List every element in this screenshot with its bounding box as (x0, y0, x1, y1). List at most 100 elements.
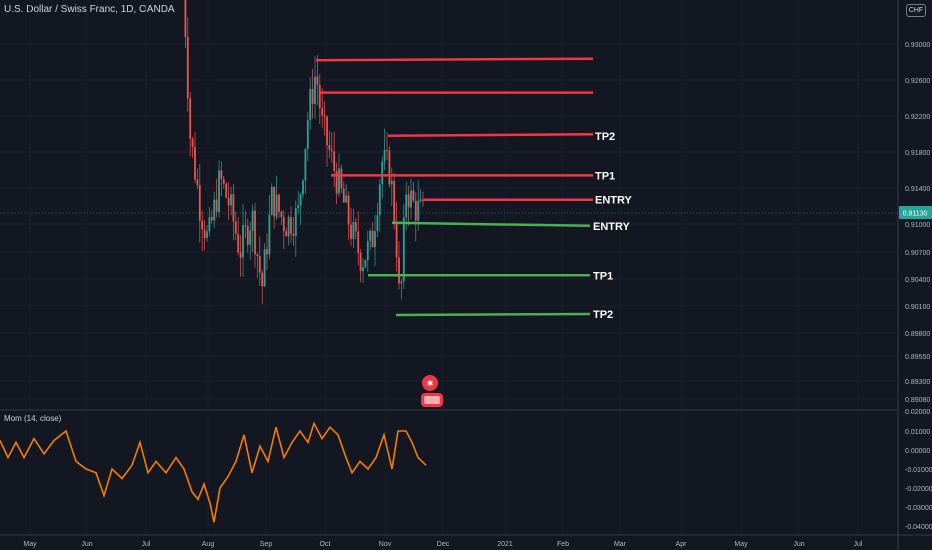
momentum-layer (0, 421, 427, 523)
candle-body (191, 138, 194, 148)
price-tick-label: 0.92600 (905, 78, 930, 85)
momentum-tick-label: 0.02000 (905, 409, 930, 416)
candle-body (347, 195, 350, 225)
candle-body (275, 194, 278, 217)
candle-body (246, 225, 249, 245)
momentum-indicator-label[interactable]: Mom (14, close) (4, 414, 62, 423)
price-tick-label: 0.89800 (905, 331, 930, 338)
sell-level-label: TP1 (595, 170, 615, 182)
price-axis[interactable]: 0.93000 0.92600 0.92200 0.91800 0.91400 0.910… (905, 42, 930, 404)
candle-body (321, 108, 324, 116)
sell-level-label: ENTRY (595, 195, 633, 207)
candle-body (350, 224, 352, 240)
momentum-tick-label: -0.04000 (905, 524, 932, 531)
candle-body (270, 186, 273, 215)
currency-button[interactable]: CHF (906, 4, 926, 17)
candle-body (374, 231, 376, 248)
candle-body (203, 229, 206, 238)
time-tick-label: Nov (379, 541, 392, 548)
candle-body (318, 85, 321, 109)
candle-body (297, 205, 300, 208)
time-tick-label: Jun (793, 541, 804, 548)
current-price-label: 0.91130 (903, 211, 928, 218)
candle-body (201, 220, 204, 230)
candle-body (208, 217, 211, 232)
candle-body (239, 252, 242, 258)
candle-body (359, 252, 362, 272)
momentum-line[interactable] (0, 421, 427, 523)
candle-body (410, 190, 412, 208)
sell-level-line[interactable] (315, 57, 594, 62)
sell-level-line[interactable] (387, 133, 594, 138)
candle-body (333, 151, 336, 171)
candle-body (261, 272, 264, 287)
price-tick-label: 0.91000 (905, 222, 930, 229)
candles-layer (184, 0, 424, 305)
candle-body (196, 179, 199, 186)
time-tick-label: Jun (81, 541, 92, 548)
event-markers[interactable]: ✱ (421, 375, 443, 407)
candle-body (316, 76, 319, 86)
candle-body (285, 231, 288, 237)
time-tick-label: May (734, 541, 748, 548)
symbol-title[interactable]: U.S. Dollar / Swiss Franc, 1D, OANDA (4, 4, 175, 15)
candle-body (251, 210, 254, 231)
buy-level-line[interactable] (395, 312, 591, 317)
price-tick-label: 0.89300 (905, 379, 930, 386)
candle-body (218, 170, 220, 212)
candle-body (198, 185, 201, 221)
candle-body (412, 190, 415, 201)
candle-body (414, 200, 417, 221)
candle-body (376, 215, 379, 232)
candle-body (309, 89, 312, 121)
candle-body (340, 168, 343, 189)
candle-body (263, 249, 266, 287)
candle-body (362, 267, 364, 272)
time-tick-label: Apr (676, 541, 688, 548)
candle-body (222, 179, 225, 184)
candle-body (280, 211, 283, 217)
candle-body (422, 199, 424, 201)
candle-body (189, 98, 192, 139)
time-axis[interactable]: May Jun Jul Aug Sep Oct Nov Dec 2021 Feb Mar Apr May… (23, 541, 863, 548)
candle-body (338, 168, 340, 194)
candle-body (306, 120, 309, 149)
candle-body (184, 0, 187, 37)
buy-level-label: ENTRY (593, 221, 631, 233)
buy-level-label: TP1 (593, 270, 613, 282)
buy-level-line[interactable] (391, 221, 591, 228)
candle-body (417, 200, 420, 221)
candle-body (364, 259, 367, 268)
candle-body (244, 225, 247, 227)
candle-body (266, 249, 268, 255)
candle-body (393, 180, 396, 223)
candle-body (290, 217, 292, 234)
candle-body (249, 230, 252, 245)
candle-body (381, 161, 384, 185)
candle-body (292, 233, 295, 236)
time-tick-label: Oct (320, 541, 331, 548)
momentum-axis[interactable]: 0.02000 0.01000 0.00000 -0.01000 -0.02000 -0.… (905, 409, 932, 531)
candle-body (369, 230, 372, 241)
candle-body (230, 194, 232, 206)
candle-body (194, 147, 196, 180)
momentum-tick-label: -0.01000 (905, 467, 932, 474)
candle-body (268, 214, 271, 255)
price-tick-label: 0.90100 (905, 304, 930, 311)
candle-body (371, 230, 374, 248)
momentum-tick-label: -0.03000 (905, 505, 932, 512)
candle-body (311, 89, 314, 104)
candle-body (225, 183, 228, 198)
time-tick-label: Feb (557, 541, 569, 548)
candle-body (299, 194, 302, 206)
price-tick-label: 0.91400 (905, 186, 930, 193)
sell-level-label: TP2 (595, 131, 615, 143)
current-price-badge: 0.91130 (899, 206, 932, 219)
svg-text:✱: ✱ (427, 379, 434, 388)
price-tick-label: 0.92200 (905, 114, 930, 121)
price-tick-label: 0.90700 (905, 250, 930, 257)
time-tick-label: Mar (614, 541, 627, 548)
candle-body (227, 197, 230, 206)
